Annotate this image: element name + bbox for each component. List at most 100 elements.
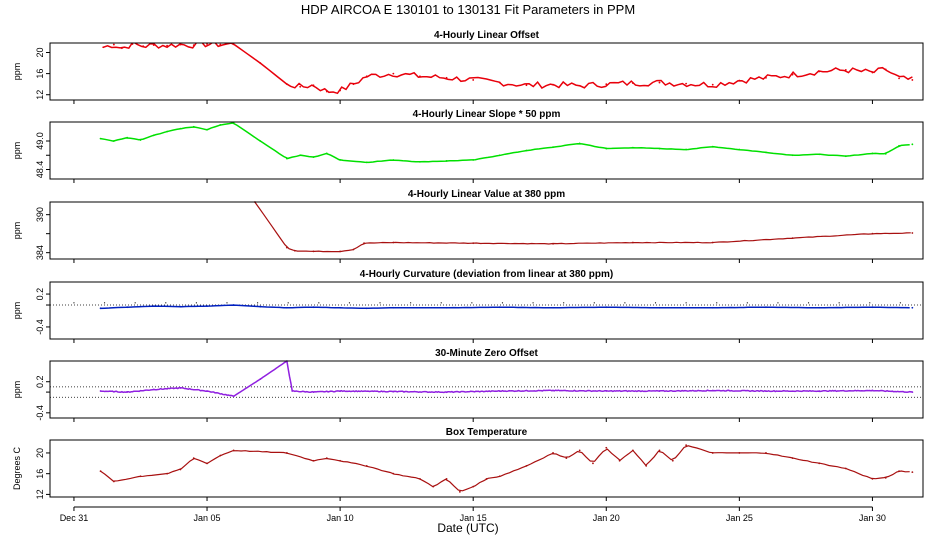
panel-2: 4-Hourly Linear Slope * 50 ppm 48.4 49.0 pp…: [12, 109, 924, 183]
residual-dot: [165, 302, 167, 304]
data-point: [139, 475, 142, 478]
data-point: [711, 145, 714, 148]
data-point: [312, 250, 315, 253]
data-point: [498, 306, 501, 309]
data-point: [166, 44, 169, 47]
residual-dot: [226, 302, 228, 304]
data-point: [152, 44, 155, 47]
data-point: [325, 152, 328, 155]
data-point: [711, 241, 714, 244]
panel-3: 4-Hourly Linear Value at 380 ppm 384 390 pp…: [12, 189, 924, 263]
data-point: [445, 477, 448, 480]
data-point: [884, 68, 887, 71]
data-point: [445, 76, 448, 79]
data-point: [179, 387, 182, 389]
y-tick-label: -0.4: [35, 319, 45, 335]
data-point: [898, 144, 900, 147]
residual-dot: [685, 302, 687, 304]
y-axis-label: Degrees C: [12, 446, 22, 490]
panel-title: 4-Hourly Linear Value at 380 ppm: [408, 189, 565, 200]
data-point: [844, 155, 847, 158]
data-point: [299, 85, 302, 88]
x-tick-label: Jan 30: [859, 513, 886, 523]
residual-dot: [869, 302, 871, 304]
residual-dot: [807, 302, 810, 304]
y-tick-label: 390: [35, 207, 45, 222]
data-point: [285, 306, 288, 309]
residual-dot: [134, 302, 136, 304]
data-point: [339, 459, 342, 462]
residual-dot: [716, 302, 718, 304]
residual-dot: [593, 302, 595, 304]
panel-title: 30-Minute Zero Offset: [435, 348, 538, 359]
data-point: [419, 477, 421, 480]
data-point: [206, 305, 208, 308]
data-point: [139, 139, 142, 141]
y-tick-label: 48.4: [35, 161, 45, 179]
data-point: [392, 72, 395, 75]
data-point: [818, 153, 821, 156]
data-point: [206, 390, 208, 392]
residual-dot: [73, 302, 75, 304]
data-point: [552, 146, 554, 149]
data-point: [658, 81, 661, 84]
data-point: [312, 459, 315, 462]
data-point: [325, 457, 328, 460]
data-point: [552, 389, 554, 392]
y-tick-label: 20: [35, 448, 45, 458]
data-series-line: [100, 304, 910, 310]
data-point: [871, 477, 874, 480]
data-point: [565, 457, 568, 460]
data-point: [844, 467, 847, 470]
residual-dot: [654, 302, 657, 304]
data-point: [631, 146, 634, 149]
data-point: [578, 84, 581, 87]
data-point: [152, 388, 155, 391]
data-point: [552, 306, 554, 309]
data-point: [605, 446, 608, 449]
data-series-line: [100, 122, 910, 164]
data-point: [219, 123, 222, 126]
residual-dot: [103, 302, 106, 304]
panel-title: 4-Hourly Linear Offset: [434, 30, 540, 41]
data-point: [99, 137, 102, 140]
residual-dot: [501, 302, 504, 304]
data-point: [685, 82, 688, 85]
x-axis-label: Date (UTC): [437, 521, 498, 535]
data-point: [285, 157, 288, 160]
y-axis-label: ppm: [12, 222, 22, 240]
x-axis: Dec 31 Jan 05 Jan 10 Jan 15 Jan 20 Jan 25 Jan …: [60, 506, 886, 523]
data-point: [232, 304, 235, 306]
panel-1: 4-Hourly Linear Offset 12 16 20 ppm: [12, 30, 924, 104]
data-point: [299, 154, 302, 157]
data-point: [472, 159, 475, 161]
data-point: [291, 390, 294, 392]
residual-dot: [838, 302, 840, 304]
data-point: [112, 43, 115, 46]
data-point: [432, 485, 435, 488]
residual-dot: [318, 302, 320, 304]
data-point: [339, 250, 342, 253]
data-point: [631, 241, 634, 244]
data-point: [232, 449, 235, 452]
data-point: [911, 391, 914, 393]
data-point: [818, 390, 821, 392]
data-point: [206, 128, 208, 131]
data-point: [166, 472, 169, 475]
data-point: [259, 378, 262, 381]
data-point: [179, 43, 182, 46]
data-point: [206, 43, 208, 45]
y-tick-label: 12: [35, 90, 45, 100]
residual-dot: [440, 302, 442, 304]
y-axis-label: ppm: [12, 63, 22, 81]
data-point: [365, 161, 368, 164]
residual-dot: [257, 302, 259, 304]
data-point: [685, 444, 688, 447]
data-point: [525, 84, 528, 87]
y-axis-label: ppm: [12, 381, 22, 399]
data-point: [179, 305, 182, 308]
data-point: [818, 462, 821, 465]
data-point: [259, 140, 262, 142]
data-series-line: [254, 202, 911, 253]
x-tick-label: Jan 20: [593, 513, 620, 523]
